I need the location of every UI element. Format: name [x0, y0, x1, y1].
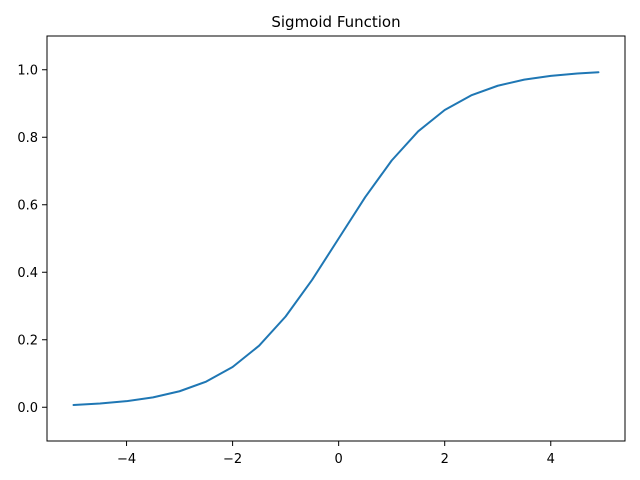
- chart-title: Sigmoid Function: [271, 13, 400, 31]
- y-tick-label: 0.0: [17, 401, 38, 416]
- x-tick-label: 0: [335, 452, 343, 467]
- axes-frame: [46, 35, 626, 442]
- y-tick-label: 0.8: [17, 131, 38, 146]
- x-tick-label: −2: [223, 452, 242, 467]
- x-tick-label: 2: [441, 452, 449, 467]
- y-axis: 0.0 0.2 0.4 0.6 0.8 1.0: [17, 63, 47, 416]
- y-tick-label: 1.0: [17, 63, 38, 78]
- x-tick-label: −4: [117, 452, 136, 467]
- series-line-0: [72, 71, 600, 406]
- x-axis: −4 −2 0 2 4: [117, 441, 555, 467]
- plot-area: [72, 71, 600, 406]
- y-tick-label: 0.4: [17, 266, 38, 281]
- y-tick-label: 0.2: [17, 333, 38, 348]
- y-tick-label: 0.6: [17, 198, 38, 213]
- x-tick-label: 4: [547, 452, 555, 467]
